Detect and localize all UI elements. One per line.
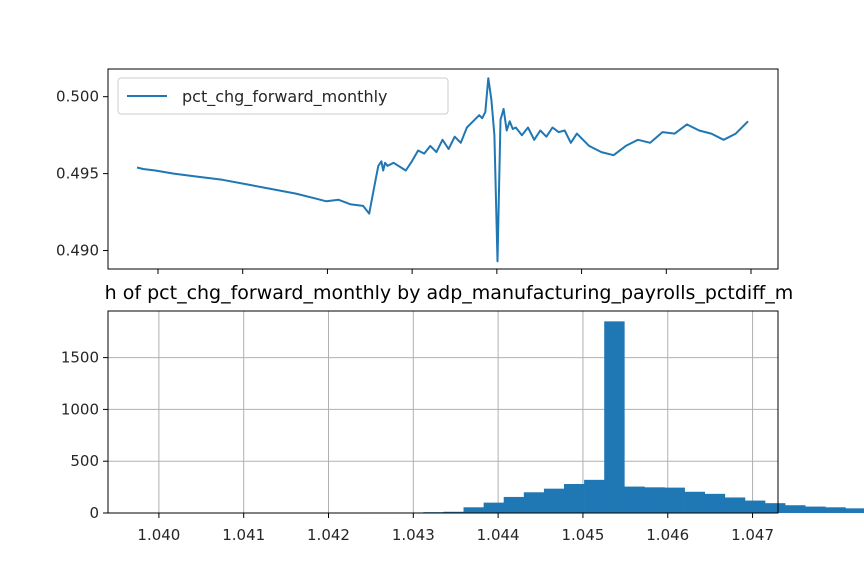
- histogram-bar: [724, 497, 746, 513]
- hist-x-tick-label: 1.046: [646, 526, 689, 544]
- histogram-frame: [107, 310, 779, 514]
- histogram-bar: [463, 507, 484, 513]
- hist-y-tick-label: 0: [89, 504, 99, 522]
- line-y-tick-label: 0.495: [56, 165, 99, 183]
- line-series-pct-chg-forward-monthly: [136, 77, 749, 263]
- histogram-bar: [684, 491, 706, 513]
- hist-x-tick-label: 1.042: [307, 526, 350, 544]
- hist-x-tick-label: 1.041: [222, 526, 265, 544]
- histogram-bar: [644, 487, 665, 513]
- histogram-bar: [584, 479, 605, 513]
- histogram-bar: [765, 503, 786, 513]
- histogram-bar: [483, 502, 505, 513]
- histogram-x-axis: 1.040 1.041 1.042 1.043 1.044 1.045 1.046 1.047: [137, 513, 774, 544]
- histogram-bar: [564, 483, 585, 513]
- histogram-bar: [825, 507, 846, 513]
- histogram-title: h of pct_chg_forward_monthly by adp_manu…: [105, 282, 794, 304]
- line-chart-legend: pct_chg_forward_monthly: [117, 77, 449, 115]
- hist-y-tick-label: 1500: [61, 349, 99, 367]
- hist-x-tick-label: 1.045: [561, 526, 604, 544]
- histogram-bar: [744, 500, 766, 513]
- line-y-tick-label: 0.500: [56, 88, 99, 106]
- legend-frame: [117, 77, 449, 115]
- histogram-panel: h of pct_chg_forward_monthly by adp_manu…: [61, 282, 864, 544]
- histogram-y-axis: 0 500 1000 1500: [61, 349, 108, 522]
- histogram-bar: [845, 508, 864, 513]
- histogram-bar: [503, 496, 525, 513]
- histogram-bars: [141, 321, 864, 513]
- histogram-bar: [604, 321, 625, 513]
- histogram-bar: [664, 487, 685, 513]
- hist-y-tick-label: 1000: [61, 400, 99, 418]
- histogram-bar: [805, 506, 826, 513]
- histogram-bar: [523, 492, 545, 513]
- histogram-bar: [624, 486, 645, 513]
- histogram-plot-area: [108, 311, 778, 513]
- line-chart-y-axis: 0.490 0.495 0.500: [56, 88, 108, 260]
- histogram-bar: [543, 488, 565, 513]
- line-chart-panel: 0.490 0.495 0.500 pct_chg_forward_monthly: [56, 68, 779, 274]
- histogram-bar: [704, 493, 726, 513]
- histogram-bar: [443, 511, 464, 513]
- legend-label: pct_chg_forward_monthly: [182, 87, 388, 107]
- hist-x-tick-label: 1.047: [731, 526, 774, 544]
- line-chart-x-axis: [157, 269, 752, 274]
- hist-x-tick-label: 1.043: [392, 526, 435, 544]
- hist-x-tick-label: 1.040: [137, 526, 180, 544]
- line-y-tick-label: 0.490: [56, 242, 99, 260]
- histogram-bar: [785, 505, 806, 513]
- hist-y-tick-label: 500: [70, 452, 99, 470]
- hist-x-tick-label: 1.044: [477, 526, 520, 544]
